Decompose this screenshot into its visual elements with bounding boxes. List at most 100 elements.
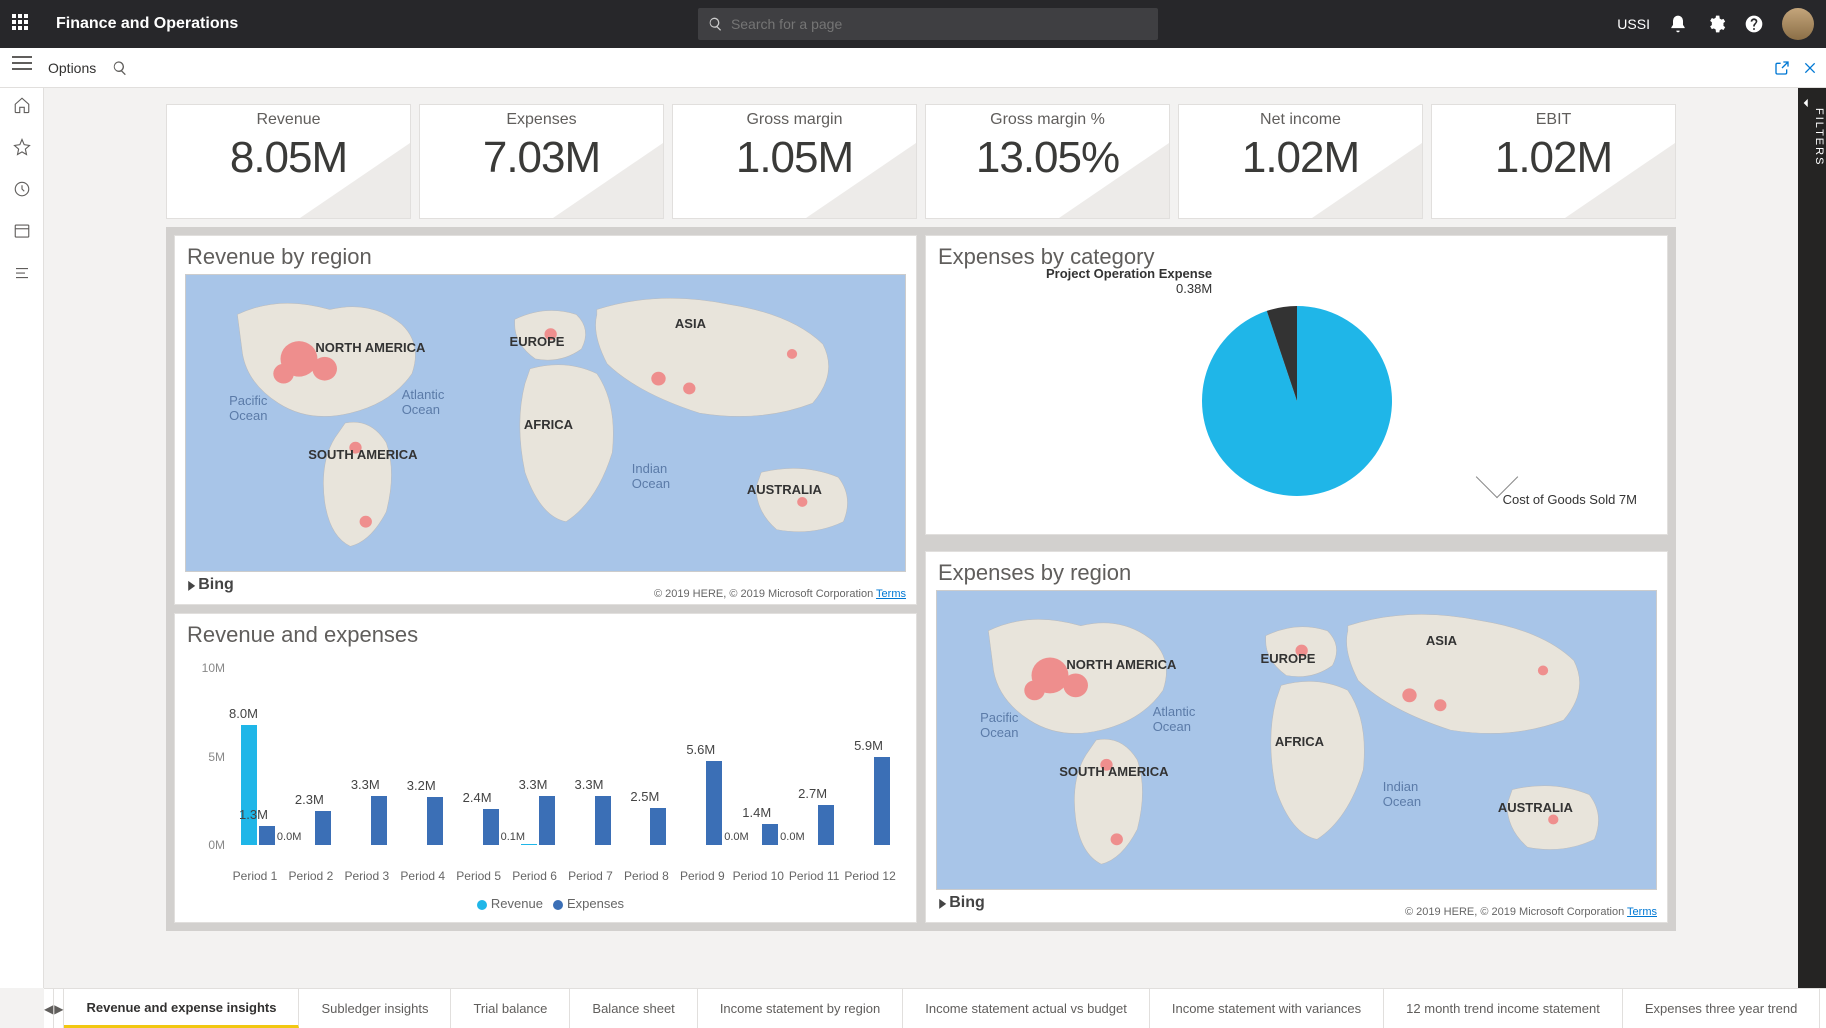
tabs-next[interactable]: ▶ (54, 989, 64, 1028)
bar-value-label: 3.3M (575, 777, 604, 792)
x-axis-label: Period 7 (561, 869, 621, 883)
x-axis-label: Period 12 (840, 869, 900, 883)
avatar[interactable] (1782, 8, 1814, 40)
report-tab[interactable]: Income statement with variances (1150, 989, 1384, 1028)
map-attribution: © 2019 HERE, © 2019 Microsoft Corporatio… (1405, 906, 1657, 918)
modules-icon[interactable] (13, 264, 31, 282)
report-tab[interactable]: Expenses by vendor (1820, 989, 1826, 1028)
options-menu[interactable]: Options (48, 60, 96, 76)
revenue-map[interactable]: NORTH AMERICASOUTH AMERICAEUROPEAFRICAAS… (185, 274, 906, 572)
close-icon[interactable] (1802, 60, 1818, 76)
bar-expenses[interactable] (762, 824, 778, 845)
report-tab[interactable]: Trial balance (451, 989, 570, 1028)
map-continent-label: NORTH AMERICA (315, 340, 425, 355)
bar-value-label: 2.4M (463, 790, 492, 805)
card-expenses-by-category: Expenses by category Cost of Goods Sold … (925, 235, 1668, 535)
map-continent-label: ASIA (675, 316, 706, 331)
report-tab[interactable]: Subledger insights (299, 989, 451, 1028)
report-tab[interactable]: 12 month trend income statement (1384, 989, 1623, 1028)
workspaces-icon[interactable] (13, 222, 31, 240)
bar-expenses[interactable] (315, 811, 331, 846)
bar-expenses[interactable] (539, 796, 555, 846)
map-ocean-label: AtlanticOcean (1153, 704, 1196, 734)
settings-icon[interactable] (1706, 14, 1726, 34)
bar-value-label: 2.5M (630, 789, 659, 804)
bar-chart[interactable]: 0M5M10M 1.3M8.0MPeriod 12.3M0.0MPeriod 2… (175, 652, 916, 915)
x-axis-label: Period 9 (672, 869, 732, 883)
kpi-card[interactable]: Revenue8.05M (166, 104, 411, 219)
map-attribution: © 2019 HERE, © 2019 Microsoft Corporatio… (654, 588, 906, 600)
bar-expenses[interactable] (595, 796, 611, 846)
filters-panel-toggle[interactable]: FILTERS (1798, 88, 1826, 988)
bing-logo: Bing (187, 576, 234, 594)
bar-expenses[interactable] (874, 757, 890, 846)
chart-legend: RevenueExpenses (175, 896, 916, 911)
bar-revenue[interactable] (521, 844, 537, 846)
card-title: Expenses by category (926, 236, 1667, 274)
kpi-label: Gross margin % (926, 105, 1169, 129)
bar-expenses[interactable] (483, 809, 499, 845)
popout-icon[interactable] (1774, 60, 1790, 76)
map-continent-label: EUROPE (1261, 651, 1316, 666)
app-launcher-icon[interactable] (12, 14, 32, 34)
card-title: Expenses by region (926, 552, 1667, 590)
bar-value-label: 1.4M (742, 805, 771, 820)
x-axis-label: Period 11 (784, 869, 844, 883)
filters-label: FILTERS (1813, 108, 1825, 166)
terms-link[interactable]: Terms (876, 588, 906, 600)
map-continent-label: SOUTH AMERICA (1059, 764, 1168, 779)
chevron-left-icon (1799, 96, 1813, 110)
help-icon[interactable] (1744, 14, 1764, 34)
kpi-card[interactable]: Gross margin1.05M (672, 104, 917, 219)
expenses-map[interactable]: NORTH AMERICASOUTH AMERICAEUROPEAFRICAAS… (936, 590, 1657, 890)
bar-value-label: 3.3M (519, 777, 548, 792)
bar-expenses[interactable] (706, 761, 722, 845)
recent-icon[interactable] (13, 180, 31, 198)
bar-expenses[interactable] (427, 797, 443, 845)
report-tab[interactable]: Balance sheet (570, 989, 697, 1028)
x-axis-label: Period 8 (616, 869, 676, 883)
map-continent-label: SOUTH AMERICA (308, 447, 417, 462)
bing-logo: Bing (938, 894, 985, 912)
bar-value-label: 5.9M (854, 738, 883, 753)
global-search[interactable] (698, 8, 1158, 40)
bar-expenses[interactable] (650, 808, 666, 846)
report-tab[interactable]: Income statement by region (698, 989, 903, 1028)
report-tab[interactable]: Income statement actual vs budget (903, 989, 1150, 1028)
home-icon[interactable] (13, 96, 31, 114)
x-axis-label: Period 3 (337, 869, 397, 883)
pie-chart[interactable]: Cost of Goods Sold 7MProject Operation E… (926, 274, 1667, 527)
bar-revenue[interactable] (241, 725, 257, 845)
map-continent-label: AUSTRALIA (747, 482, 822, 497)
tabs-prev[interactable]: ◀ (44, 989, 54, 1028)
bar-expenses[interactable] (259, 826, 275, 846)
page-search-icon[interactable] (112, 60, 128, 76)
kpi-card[interactable]: Net income1.02M (1178, 104, 1423, 219)
card-expenses-by-region: Expenses by region NORTH AMERICASOUTH AM… (925, 551, 1668, 923)
map-ocean-label: PacificOcean (229, 393, 267, 423)
notifications-icon[interactable] (1668, 14, 1688, 34)
bar-value-label: 0.0M (277, 831, 301, 843)
terms-link[interactable]: Terms (1627, 906, 1657, 918)
map-ocean-label: PacificOcean (980, 710, 1018, 740)
x-axis-label: Period 1 (225, 869, 285, 883)
dashboard-grid: Revenue by region NORTH AMERICASOUTH AME… (166, 227, 1676, 931)
report-tab[interactable]: Expenses three year trend (1623, 989, 1820, 1028)
report-tab[interactable]: Revenue and expense insights (64, 989, 299, 1028)
nav-toggle-icon[interactable] (12, 56, 32, 72)
bar-expenses[interactable] (818, 805, 834, 846)
kpi-card[interactable]: Expenses7.03M (419, 104, 664, 219)
map-continent-label: AFRICA (1275, 734, 1324, 749)
favorites-icon[interactable] (13, 138, 31, 156)
bar-expenses[interactable] (371, 796, 387, 846)
kpi-card[interactable]: Gross margin %13.05% (925, 104, 1170, 219)
search-input[interactable] (731, 16, 1148, 32)
kpi-label: EBIT (1432, 105, 1675, 129)
card-revenue-and-expenses: Revenue and expenses 0M5M10M 1.3M8.0MPer… (174, 613, 917, 923)
action-bar: Options (0, 48, 1826, 88)
kpi-card[interactable]: EBIT1.02M (1431, 104, 1676, 219)
bar-value-label: 5.6M (686, 742, 715, 757)
map-continent-label: AFRICA (524, 417, 573, 432)
x-axis-label: Period 5 (449, 869, 509, 883)
x-axis-label: Period 2 (281, 869, 341, 883)
